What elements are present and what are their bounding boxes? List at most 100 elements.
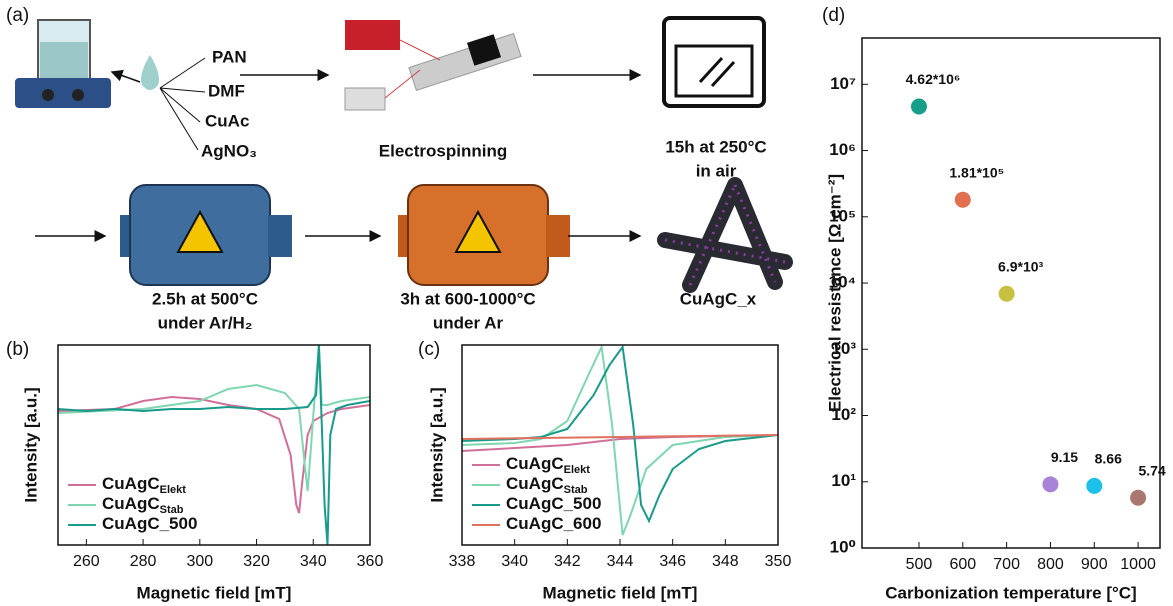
value-label: 1.81*10⁵ (949, 164, 1004, 180)
legend-label: CuAgC_500 (102, 514, 197, 533)
line (58, 345, 370, 492)
step-label: 2.5h at 500°C (152, 289, 258, 308)
x-tick-label: 260 (73, 553, 100, 570)
plot-frame (57, 344, 371, 546)
connector (159, 57, 206, 151)
panel-label: (d) (822, 5, 845, 26)
x-tick-label: 600 (949, 556, 976, 573)
x-tick-label: 344 (607, 553, 634, 570)
value-label: 9.15 (1051, 449, 1078, 465)
legend-label: CuAgCStab (506, 474, 588, 495)
legend-label: CuAgCStab (102, 494, 184, 515)
panel-label: (c) (418, 339, 440, 360)
legend-name: CuAgC (506, 474, 564, 493)
legend-label: CuAgCElekt (102, 474, 186, 495)
step-label: Electrospinning (379, 141, 507, 160)
legend-label: CuAgC_600 (506, 514, 601, 533)
plunger (466, 34, 502, 66)
precursor: AgNO₃ (201, 141, 257, 160)
product-label: CuAgC_x (680, 289, 757, 308)
x-tick-label: 338 (449, 553, 476, 570)
legend-label: CuAgC_500 (506, 494, 601, 513)
hazard-icon (454, 209, 502, 253)
x-axis-label: Magnetic field [mT] (137, 583, 292, 602)
hotplate (15, 78, 111, 108)
plot-frame (861, 37, 1161, 549)
panel-a: (a) PAN DMF CuAc AgNO₃ Electrospinning 1… (6, 5, 793, 332)
line (462, 434, 778, 440)
panel-label: (a) (6, 5, 29, 26)
y-tick-label: 10⁰ (830, 537, 856, 556)
step-label: 15h at 250°C (665, 137, 766, 156)
oven-door (674, 44, 754, 98)
x-tick-label: 350 (765, 553, 792, 570)
value-label: 6.9*10³ (998, 258, 1043, 274)
legend-subscript: Elekt (564, 464, 591, 476)
syringe (408, 32, 522, 92)
panel-label: (b) (6, 339, 29, 360)
x-tick-label: 300 (186, 553, 213, 570)
oven-glass (698, 56, 736, 88)
chart: 260 280 300 320 340 360 Magnetic field [mT] Int… (21, 344, 384, 602)
x-tick-label: 360 (357, 553, 384, 570)
legend-name: CuAgC_500 (102, 514, 197, 533)
x-tick-label: 800 (1037, 556, 1064, 573)
legend-name: CuAgC (102, 474, 160, 493)
x-tick-label: 342 (554, 553, 581, 570)
arrow (110, 69, 141, 83)
legend-name: CuAgC_600 (506, 514, 601, 533)
line (58, 395, 370, 514)
x-tick-label: 1000 (1120, 556, 1156, 573)
x-tick-label: 700 (993, 556, 1020, 573)
y-axis-label: Intensity [a.u.] (427, 387, 446, 502)
y-tick-label: 10¹ (831, 471, 856, 490)
x-axis-label: Carbonization temperature [°C] (885, 583, 1136, 602)
x-tick-label: 500 (906, 556, 933, 573)
value-label: 4.62*10⁶ (906, 71, 961, 87)
point (1086, 477, 1103, 494)
line (462, 345, 778, 524)
value-label: 5.74 (1138, 462, 1165, 478)
x-tick-label: 348 (712, 553, 739, 570)
y-tick-label: 10⁷ (830, 74, 856, 93)
legend-name: CuAgC (102, 494, 160, 513)
drop (141, 55, 159, 90)
legend-label: CuAgCElekt (506, 454, 590, 475)
y-tick-label: 10⁵ (829, 206, 856, 225)
legend-name: CuAgC (506, 454, 564, 473)
furnace-end (268, 215, 292, 257)
collector (344, 87, 386, 111)
line (58, 345, 370, 545)
plot-frame (461, 344, 779, 546)
point (998, 285, 1015, 302)
precursor: CuAc (205, 111, 249, 130)
x-tick-label: 320 (243, 553, 270, 570)
x-tick-label: 280 (130, 553, 157, 570)
power-supply (345, 20, 400, 50)
x-tick-label: 346 (659, 553, 686, 570)
furnace-end (546, 215, 570, 257)
knob (42, 89, 54, 101)
step-label: in air (696, 161, 737, 180)
step-label: under Ar (433, 313, 504, 332)
precursor: PAN (212, 47, 247, 66)
point (1130, 489, 1147, 506)
value-label: 8.66 (1095, 451, 1122, 467)
step-label: under Ar/H₂ (158, 313, 253, 332)
step-label: 3h at 600-1000°C (400, 289, 535, 308)
x-tick-label: 900 (1081, 556, 1108, 573)
y-axis-label: Intensity [a.u.] (21, 387, 40, 502)
legend-subscript: Elekt (160, 484, 187, 496)
hazard-icon (176, 209, 224, 253)
chart: 500 600 700 800 900 1000 10⁰ 10¹ 10² 10³ 10⁴ 10⁵ 10⁶… (825, 37, 1166, 602)
legend-subscript: Stab (160, 504, 184, 516)
y-tick-label: 10⁶ (829, 140, 856, 159)
legend-name: CuAgC_500 (506, 494, 601, 513)
point (954, 191, 971, 208)
y-tick-label: 10² (831, 405, 856, 424)
fiber-particles (664, 184, 786, 286)
y-tick-label: 10³ (831, 339, 856, 358)
fibers (657, 177, 793, 293)
y-tick-label: 10⁴ (829, 273, 856, 292)
